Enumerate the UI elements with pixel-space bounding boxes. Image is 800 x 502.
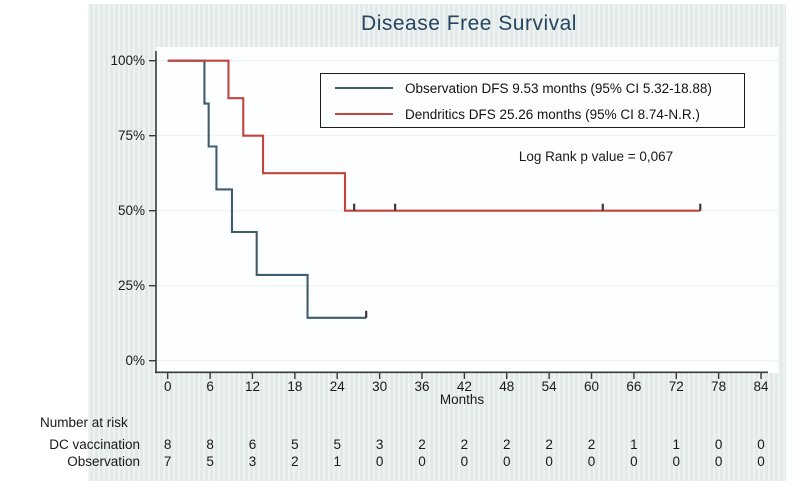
y-tick-label: 0% [125,353,145,368]
legend-row-observation: Observation DFS 9.53 months (95% CI 5.32… [321,75,744,101]
risk-value: 2 [587,437,596,452]
risk-value: 0 [502,454,511,469]
survival-curve-dendritics [167,59,701,212]
x-tick-label: 60 [584,379,599,394]
risk-value: 0 [460,454,469,469]
log-rank-annotation: Log Rank p value = 0,067 [518,149,674,164]
legend-label-dendritics: Dendritics DFS 25.26 months (95% CI 8.74… [405,106,700,122]
x-tick-label: 6 [206,379,214,394]
risk-table-header: Number at risk [40,415,128,430]
survival-curve-observation [167,59,367,319]
y-tick-label: 50% [118,203,145,218]
risk-value: 0 [545,454,553,469]
x-tick-label: 72 [669,379,684,394]
legend-row-dendritics: Dendritics DFS 25.26 months (95% CI 8.74… [321,101,744,127]
x-tick-label: 0 [164,379,172,394]
y-tick-label: 75% [118,128,145,143]
x-tick-label: 30 [372,379,387,394]
observation-line-sample-icon [335,87,393,89]
risk-value: 0 [587,454,596,469]
legend: Observation DFS 9.53 months (95% CI 5.32… [320,73,745,128]
x-tick-label: 18 [287,379,302,394]
y-tick-label: 100% [110,53,145,68]
x-tick-label: 12 [245,379,260,394]
x-tick-label: 54 [542,379,558,394]
risk-value: 2 [460,437,469,452]
x-tick-label: 24 [330,379,346,394]
x-tick-label: 48 [499,379,514,394]
risk-value: 0 [714,437,723,452]
legend-label-observation: Observation DFS 9.53 months (95% CI 5.32… [405,80,712,96]
risk-value: 2 [545,437,553,452]
risk-value: 3 [248,454,257,469]
risk-value: 0 [757,454,765,469]
dendritics-line-sample-icon [335,113,393,115]
risk-value: 0 [418,454,426,469]
risk-value: 1 [333,454,341,469]
x-tick-label: 66 [626,379,641,394]
risk-value: 0 [714,454,723,469]
risk-value: 5 [206,454,214,469]
risk-value: 5 [291,437,299,452]
risk-value: 3 [375,437,384,452]
x-axis-title: Months [440,392,485,407]
risk-value: 0 [630,454,638,469]
risk-value: 7 [163,454,172,469]
risk-value: 6 [248,437,257,452]
risk-value: 2 [418,437,426,452]
chart-title: Disease Free Survival [361,12,577,35]
risk-value: 1 [672,437,680,452]
x-tick-label: 84 [754,379,770,394]
y-tick-label: 25% [118,278,145,293]
risk-value: 8 [206,437,214,452]
risk-value: 2 [502,437,511,452]
risk-value: 2 [291,454,299,469]
risk-row-label-observation: Observation [67,454,140,469]
x-tick-label: 78 [711,379,726,394]
risk-value: 0 [757,437,765,452]
risk-value: 8 [163,437,172,452]
risk-row-label-dc-vaccination: DC vaccination [49,437,140,452]
x-tick-label: 36 [414,379,429,394]
risk-value: 0 [375,454,384,469]
risk-value: 1 [630,437,638,452]
x-tick-label: 42 [457,379,472,394]
risk-value: 0 [672,454,680,469]
risk-value: 5 [333,437,341,452]
